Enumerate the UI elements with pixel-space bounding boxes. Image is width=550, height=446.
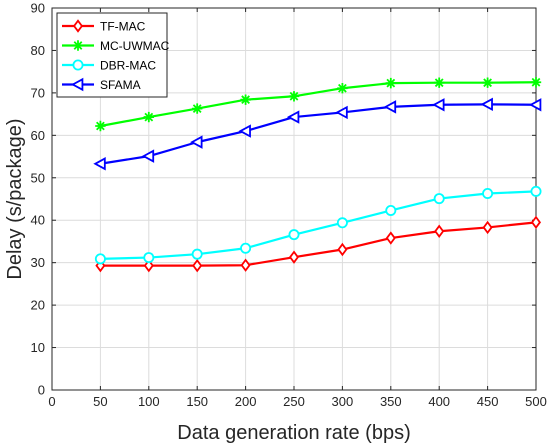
legend-entry-mc-uwmac: MC-UWMAC xyxy=(62,39,170,53)
x-tick-label: 400 xyxy=(428,394,450,409)
series-dbr-mac xyxy=(94,185,542,265)
data-point-marker xyxy=(94,253,106,265)
x-tick-label: 250 xyxy=(283,394,305,409)
data-point-marker xyxy=(482,220,493,235)
data-point-marker xyxy=(143,111,154,123)
data-point-marker xyxy=(143,252,155,264)
x-tick-label: 50 xyxy=(93,394,107,409)
series-line-tf-mac xyxy=(100,221,537,267)
data-point-marker xyxy=(143,258,154,273)
data-point-marker xyxy=(385,231,396,245)
data-point-marker xyxy=(240,94,251,105)
data-point-marker xyxy=(240,258,251,272)
legend-label: SFAMA xyxy=(100,78,141,92)
series-mc-uwmac xyxy=(95,77,542,132)
data-point-marker xyxy=(95,120,106,132)
data-point-marker xyxy=(385,204,397,216)
legend-entry-tf-mac: TF-MAC xyxy=(62,19,146,33)
data-point-marker xyxy=(432,98,445,112)
data-point-marker xyxy=(530,215,542,230)
y-axis-label: Delay (s/package) xyxy=(4,118,26,279)
data-point-marker xyxy=(335,105,348,120)
axis-ticks: 0 50 100 150 200 250 300 350 400 450 500 0 10 20 30 40 5… xyxy=(31,1,547,410)
x-tick-label: 0 xyxy=(48,394,55,409)
data-point-marker xyxy=(530,185,542,197)
series-line-sfama xyxy=(100,103,537,165)
data-point-marker xyxy=(480,97,493,112)
series-line-dbr-mac xyxy=(100,190,537,260)
series-sfama xyxy=(93,97,542,171)
data-point-marker xyxy=(336,217,348,229)
data-point-marker xyxy=(434,224,445,238)
data-point-marker xyxy=(238,124,251,138)
x-tick-label: 350 xyxy=(380,394,402,409)
legend-label: MC-UWMAC xyxy=(100,39,170,53)
data-point-marker xyxy=(337,242,348,257)
y-tick-label: 40 xyxy=(31,213,45,228)
data-point-marker xyxy=(191,248,203,260)
x-tick-label: 450 xyxy=(477,394,499,409)
data-point-marker xyxy=(192,103,203,114)
data-point-marker xyxy=(337,83,348,94)
data-point-marker xyxy=(530,77,542,88)
legend-label: DBR-MAC xyxy=(100,58,156,72)
legend: TF-MAC MC-UWMAC DBR-MAC SFAMA xyxy=(56,12,170,98)
y-tick-label: 0 xyxy=(38,383,45,398)
data-point-marker xyxy=(93,157,106,171)
y-tick-label: 30 xyxy=(31,255,45,270)
data-point-marker xyxy=(72,40,84,51)
data-point-marker xyxy=(385,77,396,89)
data-point-marker xyxy=(72,59,84,71)
y-tick-label: 90 xyxy=(31,1,45,16)
data-point-marker xyxy=(482,77,493,88)
data-point-marker xyxy=(528,98,542,112)
x-tick-label: 100 xyxy=(138,394,160,409)
y-tick-label: 50 xyxy=(31,170,45,185)
data-point-marker xyxy=(141,149,155,163)
x-axis-label: Data generation rate (bps) xyxy=(177,422,410,444)
legend-entry-sfama: SFAMA xyxy=(62,77,141,92)
x-tick-label: 300 xyxy=(332,394,354,409)
data-point-marker xyxy=(192,258,203,273)
y-tick-label: 70 xyxy=(31,85,45,100)
data-point-marker xyxy=(433,193,445,205)
legend-entry-dbr-mac: DBR-MAC xyxy=(62,58,156,72)
data-point-marker xyxy=(190,135,203,149)
data-point-marker xyxy=(288,91,300,102)
data-point-marker xyxy=(434,77,445,88)
series-line-mc-uwmac xyxy=(100,81,537,128)
y-tick-label: 10 xyxy=(31,340,45,355)
data-point-marker xyxy=(286,110,300,124)
legend-label: TF-MAC xyxy=(100,19,146,33)
data-point-marker xyxy=(383,100,397,114)
series-tf-mac xyxy=(95,215,542,273)
x-tick-label: 200 xyxy=(235,394,257,409)
data-point-marker xyxy=(288,250,300,264)
data-point-marker xyxy=(72,19,84,33)
data-point-marker xyxy=(95,258,106,273)
x-tick-label: 500 xyxy=(525,394,547,409)
data-point-marker xyxy=(70,77,84,92)
series-layer xyxy=(93,77,542,273)
x-tick-label: 150 xyxy=(186,394,208,409)
data-point-marker xyxy=(240,242,252,254)
data-point-marker xyxy=(482,187,494,199)
y-tick-label: 60 xyxy=(31,128,45,143)
y-tick-label: 80 xyxy=(31,43,45,58)
data-point-marker xyxy=(288,229,300,241)
y-tick-label: 20 xyxy=(31,298,45,313)
